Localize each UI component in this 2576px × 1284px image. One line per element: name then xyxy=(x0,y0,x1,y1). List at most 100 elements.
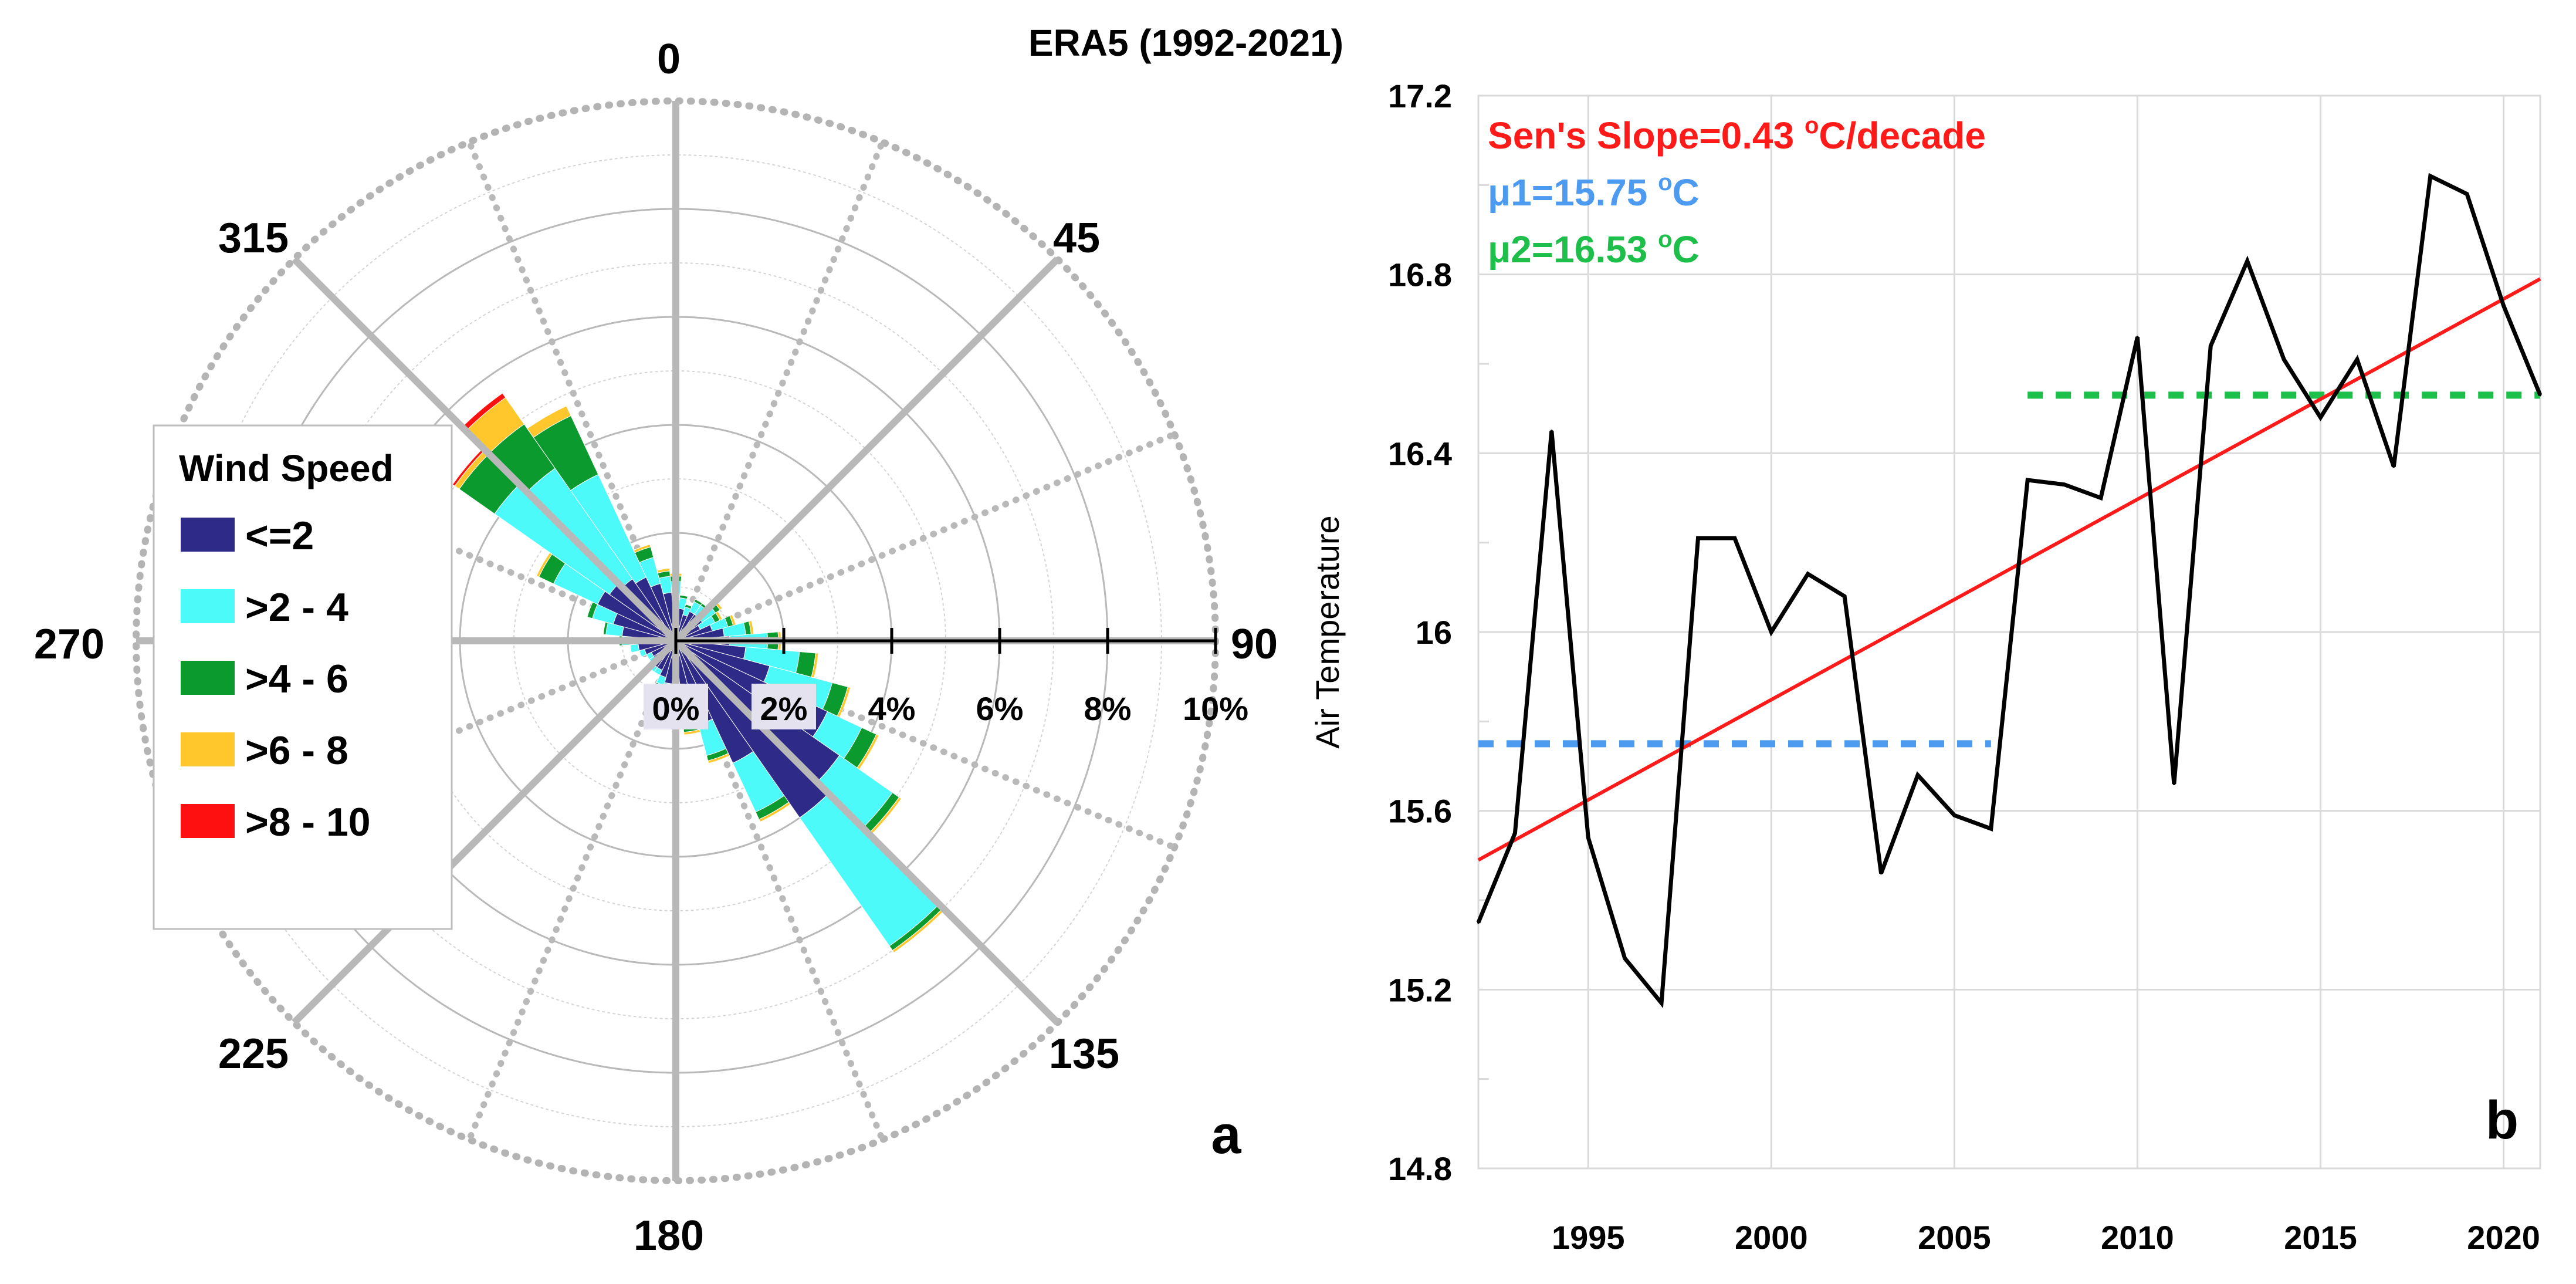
y-tick-label: 16.4 xyxy=(1388,435,1452,472)
legend-swatch xyxy=(181,589,235,623)
y-tick-label: 14.8 xyxy=(1388,1150,1452,1187)
rose-spokes xyxy=(136,101,1217,1181)
legend-label: >6 - 8 xyxy=(245,728,348,773)
x-tick-label: 1995 xyxy=(1552,1219,1625,1256)
mu2-degree: o xyxy=(1658,227,1672,252)
rose-major-spoke xyxy=(673,256,1060,644)
mu1-degree: o xyxy=(1658,170,1672,195)
rose-radial-tick-labels: 0% 2% 4% 6% 8% 10% xyxy=(644,684,1248,729)
series-group xyxy=(1476,173,2543,1009)
data-point xyxy=(1880,872,1883,875)
data-point xyxy=(2100,496,2103,499)
rose-legend: Wind Speed <=2 >2 - 4 >4 - 6 >6 - 8 >8 - 10 xyxy=(153,424,453,930)
panel-label-a: a xyxy=(1211,1105,1241,1165)
rose-direction-label: 225 xyxy=(218,1030,289,1077)
data-point xyxy=(1770,631,1773,633)
data-point xyxy=(2136,336,2139,339)
rose-major-spoke xyxy=(292,256,679,644)
data-point xyxy=(1587,836,1590,839)
y-tick-label: 17.2 xyxy=(1388,77,1452,114)
data-point xyxy=(1550,430,1553,432)
y-tick-label: 15.2 xyxy=(1388,971,1452,1008)
rose-radial-tick-label: 6% xyxy=(976,690,1024,727)
rose-major-spoke xyxy=(673,638,1060,1025)
data-point xyxy=(2466,192,2469,195)
legend-swatch xyxy=(181,804,235,838)
data-point xyxy=(1514,832,1517,834)
data-point xyxy=(2246,259,2249,262)
data-point xyxy=(1660,1002,1663,1005)
x-tick-label: 2020 xyxy=(2467,1219,2540,1256)
data-point xyxy=(2429,175,2432,178)
y-tick-label: 16 xyxy=(1416,614,1452,651)
data-point xyxy=(2355,358,2358,361)
data-point xyxy=(1623,957,1626,960)
rose-title: ERA5 (1992-2021) xyxy=(1028,22,1343,64)
data-point xyxy=(1697,537,1700,540)
rose-direction-label: 135 xyxy=(1049,1030,1119,1077)
data-point xyxy=(2392,465,2395,468)
data-point xyxy=(2319,416,2322,419)
data-point xyxy=(2209,344,2212,347)
data-point xyxy=(1733,537,1736,540)
x-tick-label: 2015 xyxy=(2284,1219,2357,1256)
y-tick-label: 15.6 xyxy=(1388,793,1452,830)
rose-direction-labels: 0 45 90 135 180 225 270 315 xyxy=(34,36,1278,1259)
legend-label: >2 - 4 xyxy=(245,585,348,630)
rose-radial-tick-label: 0% xyxy=(652,690,700,727)
y-axis-label: Air Temperature xyxy=(1309,515,1346,748)
rose-wedge xyxy=(633,543,651,553)
y-tick-labels: 14.8 15.2 15.6 16 16.4 16.8 17.2 xyxy=(1388,77,1452,1187)
data-point xyxy=(2172,782,2175,785)
rose-minor-spoke xyxy=(466,637,679,1143)
mu1-annotation: μ1=15.75 oC xyxy=(1488,170,1700,214)
x-tick-label: 2000 xyxy=(1735,1219,1808,1256)
mu2-annotation: μ2=16.53 oC xyxy=(1488,227,1700,271)
rose-wedge xyxy=(683,729,701,735)
data-point xyxy=(2502,304,2505,307)
legend-label: >4 - 6 xyxy=(245,657,348,701)
rose-minor-spoke xyxy=(672,431,1178,644)
legend-title: Wind Speed xyxy=(179,447,394,489)
x-tick-labels: 1995 2000 2005 2010 2015 2020 xyxy=(1552,1219,2540,1256)
sens-slope-text: Sen's Slope=0.43 xyxy=(1488,114,1805,157)
plot-area-frame xyxy=(1477,94,2541,1170)
rose-direction-label: 315 xyxy=(218,215,289,262)
legend-swatch xyxy=(181,661,235,695)
mu1-unit: C xyxy=(1673,171,1700,214)
data-point xyxy=(1477,921,1480,924)
data-point xyxy=(1953,814,1956,817)
panel-label-b: b xyxy=(2486,1090,2519,1150)
rose-direction-label: 45 xyxy=(1053,215,1100,262)
legend-swatch xyxy=(181,732,235,766)
rose-wedge xyxy=(656,567,671,574)
legend-items: <=2 >2 - 4 >4 - 6 >6 - 8 >8 - 10 xyxy=(181,513,371,844)
rose-radial-label-bg xyxy=(644,684,708,729)
rose-minor-spoke xyxy=(672,138,886,644)
data-point xyxy=(2063,483,2066,486)
rose-radial-tick-label: 10% xyxy=(1183,690,1248,727)
mu2-unit: C xyxy=(1673,228,1700,271)
sens-slope-annotation: Sen's Slope=0.43 oC/decade xyxy=(1488,113,1986,157)
data-point xyxy=(1843,595,1846,598)
x-tick-label: 2010 xyxy=(2101,1219,2174,1256)
rose-radial-tick-label: 4% xyxy=(868,690,916,727)
sens-slope-degree: o xyxy=(1805,113,1819,138)
rose-radial-tick-label: 8% xyxy=(1084,690,1132,727)
data-point xyxy=(1806,572,1809,575)
wind-rose-chart: 0% 2% 4% 6% 8% 10% 0 45 90 135 180 225 270 315 ERA5 … xyxy=(34,22,1343,1259)
mean-lines xyxy=(1478,391,2540,748)
sens-slope-unit: C/decade xyxy=(1819,114,1986,157)
data-point xyxy=(1916,773,1919,776)
rose-wedge xyxy=(708,753,730,764)
rose-radial-tick-label: 2% xyxy=(760,690,808,727)
rose-direction-label: 90 xyxy=(1231,621,1278,668)
temperature-line-chart: 14.8 15.2 15.6 16 16.4 16.8 17.2 1995 2000 2005 2… xyxy=(1309,77,2543,1256)
legend-label: >8 - 10 xyxy=(245,800,371,844)
legend-swatch xyxy=(181,518,235,552)
rose-radial-label-bg xyxy=(752,684,816,729)
rose-wedge xyxy=(892,907,946,953)
mu2-text: μ2=16.53 xyxy=(1488,228,1658,271)
data-point xyxy=(2283,358,2286,361)
